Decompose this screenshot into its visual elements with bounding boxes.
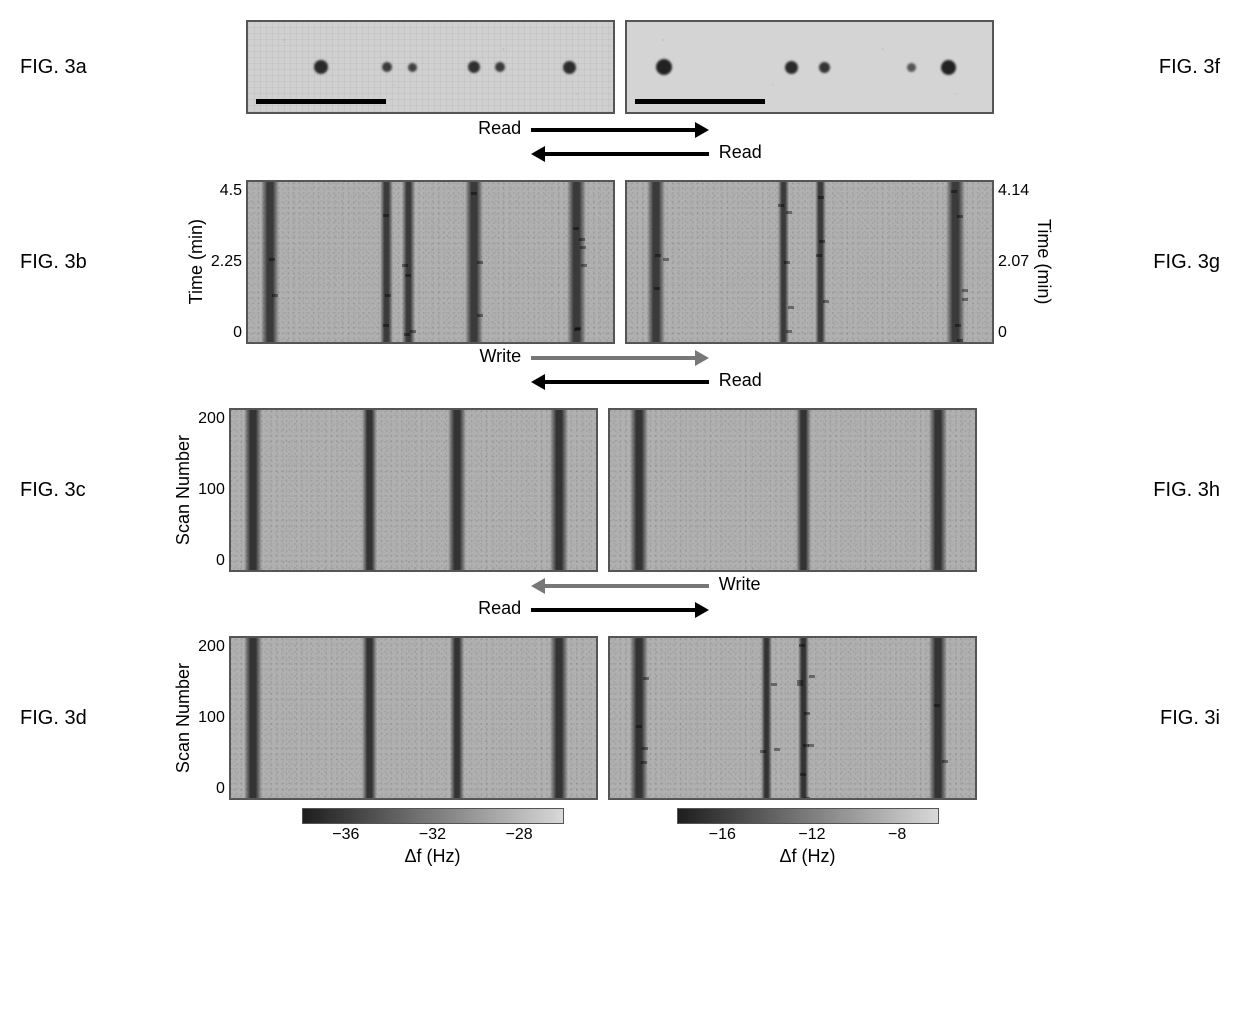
scan-panel — [608, 636, 977, 800]
axis-tick: 4.14 — [998, 182, 1029, 200]
colorbar-right-label: Δf (Hz) — [625, 846, 990, 867]
scan-band — [261, 182, 279, 342]
colorbar-tick: −16 — [709, 826, 736, 844]
scan-band — [380, 182, 393, 342]
colorbar-left: −36 −32 −28 Δf (Hz) — [250, 808, 615, 867]
axis-label: Time (min) — [186, 219, 207, 304]
scan-band — [448, 410, 466, 570]
fig-label-3d: FIG. 3d — [20, 707, 130, 730]
scan-band — [761, 638, 772, 798]
arrows-write-read: WriteRead — [250, 352, 990, 402]
panel-3f — [625, 20, 994, 114]
axis-tick: 100 — [198, 481, 225, 499]
scan-band — [402, 182, 415, 342]
scan-band — [630, 638, 648, 798]
afm-dot — [468, 61, 480, 73]
scan-band — [550, 638, 568, 798]
scan-band — [946, 182, 964, 342]
afm-dot — [819, 62, 830, 73]
arrows-read-read: ReadRead — [250, 124, 990, 174]
arrow-label: Read — [719, 142, 762, 163]
scan-band — [567, 182, 585, 342]
scan-band — [630, 410, 648, 570]
axis-tick: 200 — [198, 638, 225, 656]
fig-label-3a: FIG. 3a — [20, 56, 130, 79]
colorbar-tick: −28 — [506, 826, 533, 844]
arrow-label: Read — [478, 598, 521, 619]
arrows-write-read-2: WriteRead — [250, 580, 990, 630]
scan-band — [647, 182, 665, 342]
axis-label: Scan Number — [173, 663, 194, 773]
axis-tick: 0 — [198, 780, 225, 798]
fig-label-3c: FIG. 3c — [20, 479, 130, 502]
fig-label-3b: FIG. 3b — [20, 251, 130, 274]
axis-label: Scan Number — [173, 435, 194, 545]
scan-panel — [608, 408, 977, 572]
axis-tick: 0 — [198, 552, 225, 570]
axis-tick: 2.25 — [211, 253, 242, 271]
scan-band — [244, 638, 262, 798]
colorbar-tick: −8 — [888, 826, 906, 844]
afm-dot — [408, 63, 417, 72]
fig-label-3f: FIG. 3f — [1110, 56, 1220, 79]
scan-panel — [246, 180, 615, 344]
scan-panel — [229, 636, 598, 800]
axis-tick: 2.07 — [998, 253, 1029, 271]
colorbar-tick: −36 — [332, 826, 359, 844]
afm-dot — [563, 61, 576, 74]
fig-label-3i: FIG. 3i — [1110, 707, 1220, 730]
arrow-label: Write — [480, 346, 522, 367]
afm-dot — [495, 62, 505, 72]
scan-band — [362, 638, 377, 798]
axis-tick: 4.5 — [211, 182, 242, 200]
axis-tick: 0 — [211, 324, 242, 342]
colorbar-left-label: Δf (Hz) — [250, 846, 615, 867]
scan-band — [815, 182, 826, 342]
afm-dot — [785, 61, 798, 74]
axis-tick: 100 — [198, 709, 225, 727]
afm-dot — [382, 62, 392, 72]
axis-label: Time (min) — [1033, 219, 1054, 304]
colorbar-tick: −32 — [419, 826, 446, 844]
arrow-label: Read — [478, 118, 521, 139]
scan-panel — [625, 180, 994, 344]
scale-bar — [256, 99, 386, 104]
axis-tick: 200 — [198, 410, 225, 428]
afm-dot — [656, 59, 672, 75]
colorbar-tick: −12 — [798, 826, 825, 844]
fig-label-3h: FIG. 3h — [1110, 479, 1220, 502]
colorbar-right: −16 −12 −8 Δf (Hz) — [625, 808, 990, 867]
arrow-label: Write — [719, 574, 761, 595]
afm-dot — [314, 60, 328, 74]
arrow-label: Read — [719, 370, 762, 391]
scan-band — [929, 638, 947, 798]
scan-band — [450, 638, 465, 798]
scan-band — [929, 410, 947, 570]
scan-band — [362, 410, 377, 570]
scan-band — [796, 410, 811, 570]
afm-dot — [907, 63, 916, 72]
scan-band — [550, 410, 568, 570]
afm-dot — [941, 60, 956, 75]
scan-band — [244, 410, 262, 570]
scale-bar — [635, 99, 765, 104]
panel-3a — [246, 20, 615, 114]
axis-tick: 0 — [998, 324, 1029, 342]
fig-label-3g: FIG. 3g — [1110, 251, 1220, 274]
scan-panel — [229, 408, 598, 572]
